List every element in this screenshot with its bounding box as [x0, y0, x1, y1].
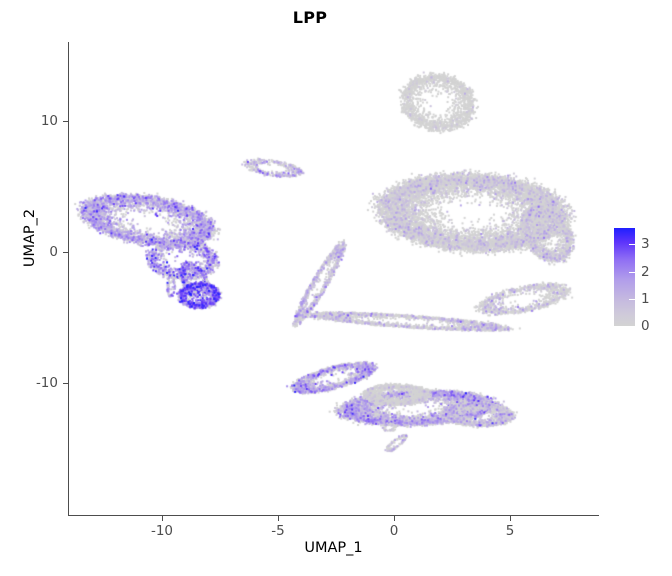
- x-tick-mark: [162, 516, 163, 521]
- y-tick-label: 10: [40, 113, 58, 129]
- y-tick-label: -10: [35, 375, 58, 391]
- x-tick-mark: [394, 516, 395, 521]
- colorbar-tick-mark: [629, 298, 636, 300]
- y-tick-mark: [63, 252, 68, 253]
- colorbar-tick-label: 1: [641, 290, 650, 307]
- x-tick-mark: [510, 516, 511, 521]
- x-tick-label: -5: [271, 523, 285, 539]
- y-tick-mark: [63, 383, 68, 384]
- x-tick-mark: [278, 516, 279, 521]
- colorbar-legend: 0 1 2 3: [614, 228, 672, 338]
- x-tick-label: 5: [505, 523, 515, 539]
- y-tick-label: 0: [49, 244, 58, 260]
- y-axis-label: UMAP_2: [22, 208, 38, 268]
- x-axis-label: UMAP_1: [304, 540, 363, 556]
- colorbar-tick-mark: [629, 244, 636, 246]
- x-axis-line: [68, 515, 599, 516]
- colorbar-tick-label: 2: [641, 263, 650, 280]
- x-tick-label: -10: [150, 523, 174, 539]
- x-tick-label: 0: [389, 523, 399, 539]
- colorbar-tick-mark: [629, 271, 636, 273]
- colorbar-gradient: [614, 228, 635, 326]
- y-tick-mark: [63, 121, 68, 122]
- colorbar-tick-label: 3: [641, 236, 650, 253]
- y-axis-line: [68, 42, 69, 516]
- colorbar-tick-label: 0: [641, 318, 650, 334]
